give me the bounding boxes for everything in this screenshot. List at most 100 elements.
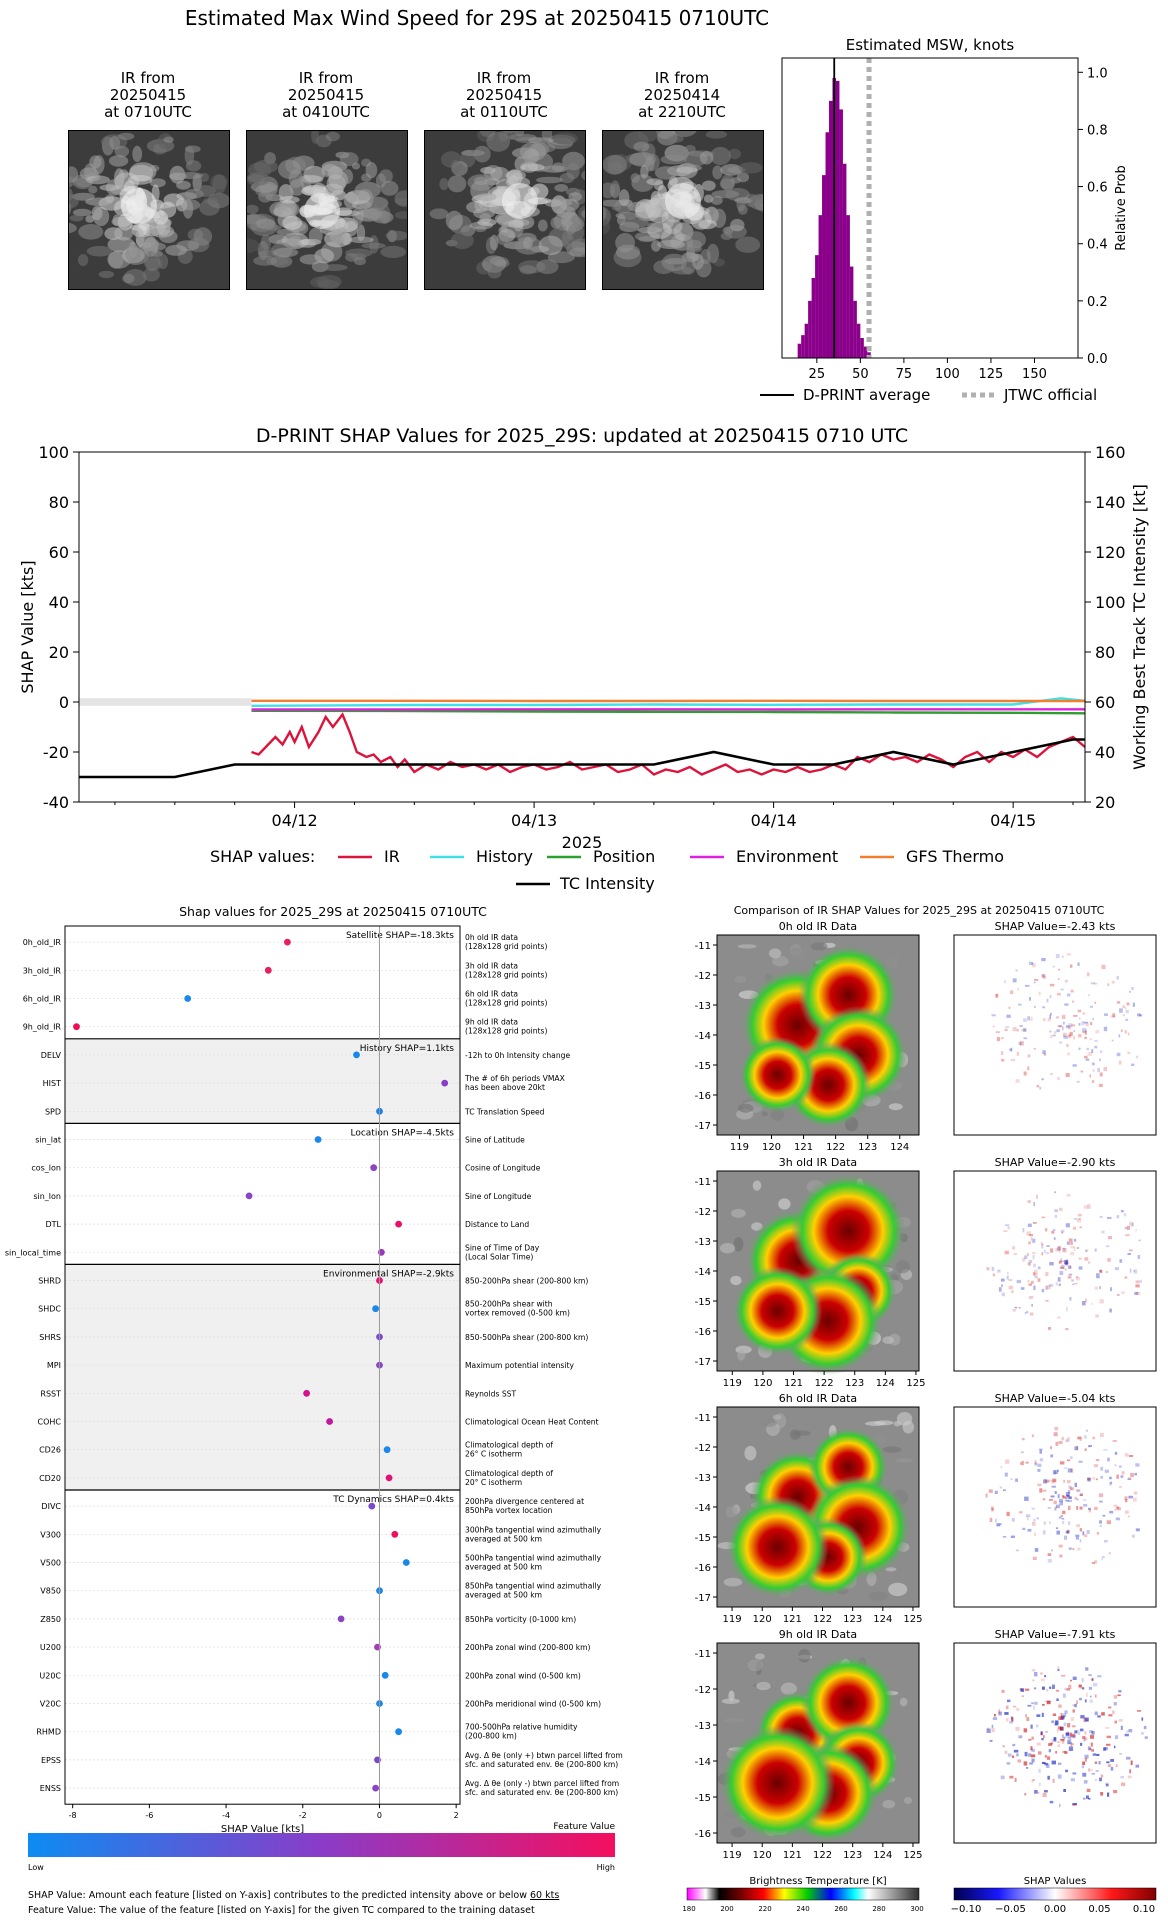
- shap-pixel: [1026, 1231, 1031, 1236]
- ir-texture: [882, 1336, 894, 1344]
- shap-pixel: [1058, 968, 1061, 971]
- shap-pixel: [1026, 1252, 1029, 1256]
- shap-pixel: [1067, 1723, 1071, 1728]
- shap-pixel: [1065, 1025, 1070, 1029]
- cloud-patch: [692, 253, 704, 270]
- shap-pixel: [1060, 1515, 1063, 1517]
- shap-pixel: [1047, 1558, 1052, 1563]
- feature-description: 500hPa tangential wind azimuthally: [465, 1554, 602, 1563]
- shap-pixel: [1116, 1052, 1121, 1057]
- shap-pixel: [1084, 1754, 1089, 1759]
- shap-pixel: [1099, 1525, 1102, 1527]
- shap-pixel: [1065, 1328, 1069, 1331]
- cloud-patch: [447, 175, 467, 193]
- feature-description: (128x128 grid points): [465, 970, 547, 979]
- shap-pixel: [1113, 1695, 1118, 1699]
- feature-name: DELV: [41, 1051, 62, 1060]
- shap-pixel: [1022, 1258, 1026, 1262]
- timeseries-frame: [78, 451, 1086, 803]
- shap-pixel: [1050, 1446, 1052, 1449]
- shap-pixel: [985, 1493, 988, 1498]
- shap-pixel: [1085, 1667, 1089, 1671]
- shap-pixel: [988, 1489, 993, 1493]
- shap-pixel: [1071, 1024, 1076, 1027]
- shap-pixel: [1084, 1030, 1087, 1035]
- shap-pixel: [1062, 1496, 1066, 1499]
- x-tick-label: 2: [454, 1811, 459, 1820]
- feature-name: DTL: [45, 1220, 61, 1229]
- shap-pixel: [1099, 1286, 1101, 1290]
- ir-colorbar-tick: 180: [682, 1905, 695, 1913]
- shap-pixel: [1037, 1278, 1041, 1282]
- cloud-patch: [176, 240, 200, 251]
- shap-pixel: [1076, 1524, 1080, 1528]
- cloud-patch: [633, 141, 650, 152]
- cloud-patch: [749, 195, 763, 205]
- ir-thumb-title-line: at 0710UTC: [104, 103, 192, 121]
- ir-texture: [761, 1111, 768, 1117]
- shap-pixel: [1059, 1266, 1065, 1269]
- shap-pixel: [1044, 1700, 1049, 1703]
- shap-pixel: [1001, 1284, 1003, 1287]
- shap-pixel: [1085, 1250, 1088, 1252]
- shap-pixel: [1074, 1703, 1077, 1708]
- shap-pixel: [1095, 1314, 1099, 1318]
- cloud-patch: [273, 247, 299, 258]
- cloud-patch: [348, 236, 374, 244]
- cloud-patch: [112, 214, 121, 226]
- cloud-patch: [268, 234, 288, 245]
- cloud-patch: [303, 165, 325, 183]
- shap-pixel: [1061, 1014, 1066, 1019]
- feature-point: [184, 995, 192, 1002]
- cloud-patch: [279, 196, 300, 204]
- shap-pixel: [1064, 1261, 1069, 1265]
- threshold-link[interactable]: 60 kts: [529, 1890, 560, 1901]
- shap-pixel: [1015, 1478, 1018, 1482]
- shap-pixel: [1126, 1002, 1130, 1006]
- shap-pixel: [1038, 1448, 1043, 1451]
- shap-pixel: [1064, 1535, 1068, 1540]
- shap-pixel: [1079, 1439, 1082, 1441]
- shap-pixel: [1078, 1017, 1081, 1020]
- feature-name: HIST: [43, 1079, 61, 1088]
- shap-pixel: [1063, 1736, 1066, 1740]
- shap-pixel: [1129, 1221, 1133, 1226]
- ir-texture: [895, 1260, 910, 1274]
- shap-pixel: [1069, 1297, 1072, 1301]
- shap-pixel: [1116, 1506, 1119, 1509]
- shap-pixel: [1079, 1539, 1082, 1543]
- shap-pixel: [1023, 1028, 1027, 1032]
- feature-description: (128x128 grid points): [465, 999, 547, 1008]
- shap-pixel: [1074, 1482, 1077, 1488]
- shap-pixel: [1023, 1037, 1028, 1040]
- shap-pixel: [1099, 1058, 1101, 1062]
- shap-pixel: [1013, 1705, 1017, 1708]
- cloud-patch: [603, 154, 627, 175]
- shap-pixel: [1046, 1764, 1050, 1768]
- shap-pixel: [1048, 1327, 1051, 1330]
- shap-pixel: [1050, 1012, 1052, 1016]
- shap-pixel: [1057, 1025, 1062, 1028]
- shap-pixel: [1068, 1521, 1071, 1526]
- shap-pixel: [1062, 1520, 1065, 1525]
- shap-pixel: [1073, 1217, 1078, 1220]
- shap-pixel: [1125, 1018, 1129, 1021]
- shap-pixel: [1034, 1269, 1038, 1274]
- y2-tick-label: 80: [1095, 643, 1115, 662]
- shap-pixel: [1031, 1748, 1035, 1752]
- feature-point: [314, 1136, 322, 1143]
- cloud-patch: [85, 175, 110, 185]
- shap-pixel: [1111, 1039, 1114, 1042]
- shap-pixel: [1119, 1008, 1123, 1013]
- histogram-bar: [856, 323, 861, 358]
- feature-description: 850hPa tangential wind azimuthally: [465, 1582, 602, 1591]
- shap-pixel: [1126, 1730, 1129, 1733]
- shap-pixel: [1094, 982, 1098, 985]
- shap-pixel: [1078, 1257, 1082, 1260]
- shap-pixel: [1058, 1544, 1063, 1548]
- shap-pixel: [1068, 1684, 1072, 1690]
- shap-pixel: [1136, 1292, 1141, 1295]
- shap-pixel: [1028, 1738, 1032, 1741]
- shap-pixel: [1078, 1047, 1081, 1050]
- shap-pixel: [1013, 1749, 1019, 1753]
